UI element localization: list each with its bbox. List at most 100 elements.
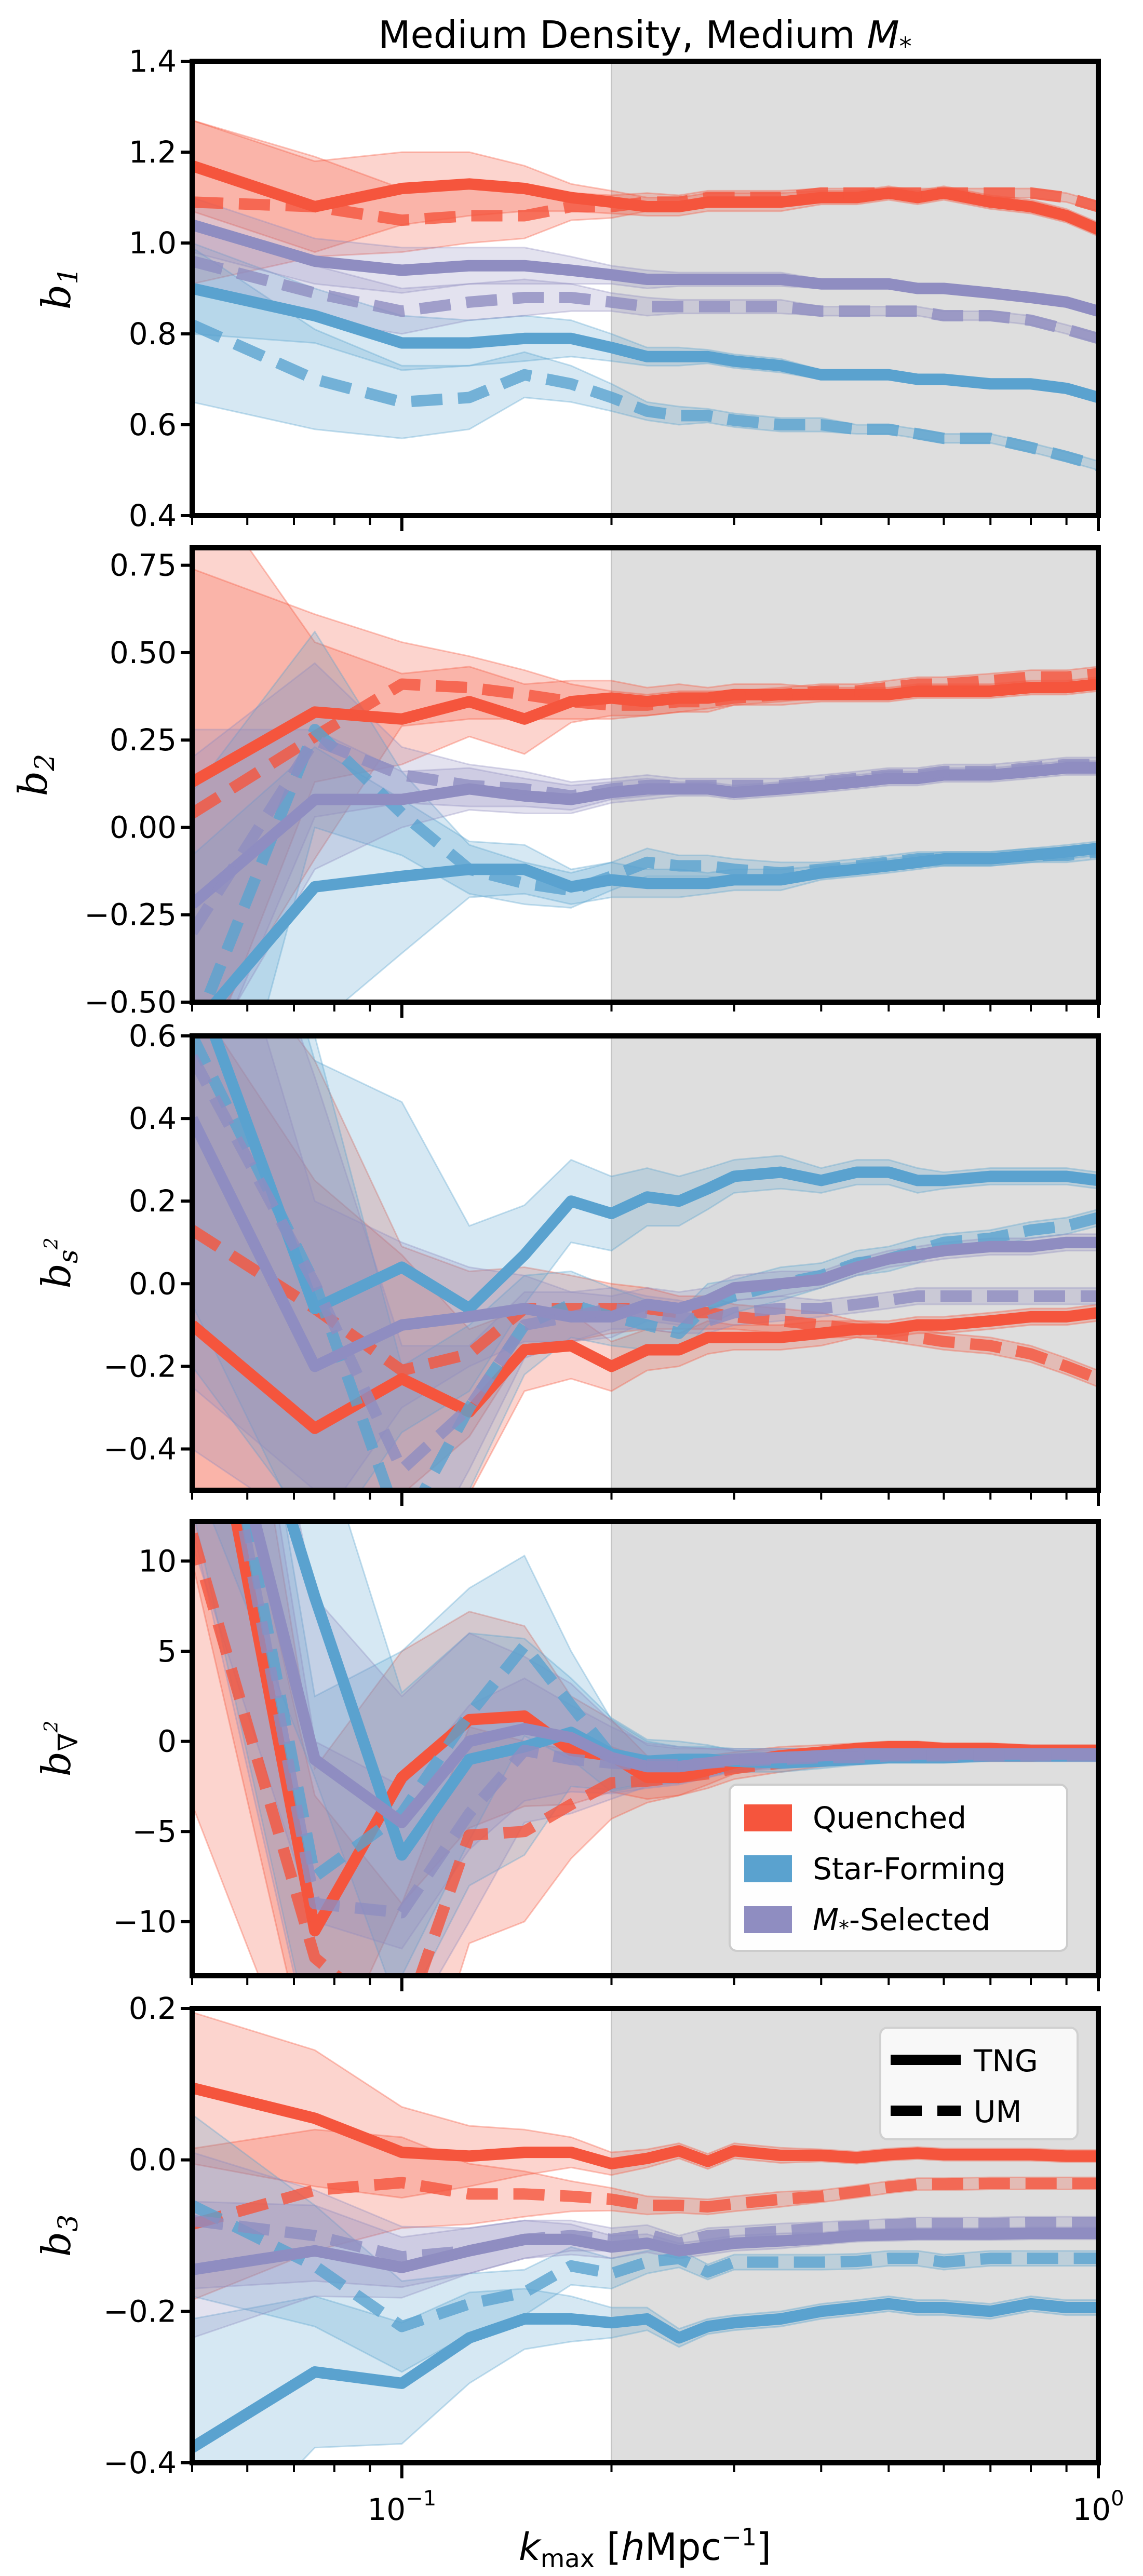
y-label-sub: 3 <box>53 2215 84 2232</box>
series-line-SF-UM <box>192 2200 1098 2332</box>
plot-area <box>192 548 1098 1002</box>
y-tick-label: 0.8 <box>129 316 177 352</box>
y-label-main: b <box>10 771 56 797</box>
y-tick-label: 1.2 <box>129 134 177 170</box>
y-tick-label: 0.25 <box>110 722 177 758</box>
y-axis-label: bs2 <box>33 1237 84 1288</box>
y-label-main: b <box>33 285 79 310</box>
y-tick-label: −0.2 <box>103 2294 177 2329</box>
y-tick-label: 1.4 <box>129 44 177 79</box>
panel-3: −0.4 −0.2 0.0 0.2 0.4 0.6 bs2 <box>33 1018 1101 1506</box>
error-band-SF-TNG <box>192 242 1098 403</box>
error-band-SF-TNG <box>192 746 1098 1002</box>
y-tick-label: −0.50 <box>84 984 177 1020</box>
y-label-sub: 1 <box>53 267 84 285</box>
y-label-sup: 2 <box>41 1237 62 1250</box>
y-label-sub: s <box>53 1249 84 1263</box>
y-tick-label: −10 <box>113 1904 177 1939</box>
y-tick-label: 0 <box>157 1724 177 1759</box>
chart-title: Medium Density, Medium M* <box>378 13 911 61</box>
y-tick-label: 0.4 <box>129 1101 177 1136</box>
error-band-Q-UM <box>192 1036 1098 1490</box>
y-tick-label: 10 <box>138 1543 177 1579</box>
y-tick-label: 0.6 <box>129 1018 177 1054</box>
legend-label-tng: TNG <box>973 2043 1038 2079</box>
error-band-SF-TNG <box>192 2288 1098 2463</box>
error-band-Q-TNG <box>192 119 1098 253</box>
y-tick-label: −0.25 <box>84 897 177 933</box>
error-band-SF-UM <box>192 246 1098 471</box>
y-label-sub: ∇ <box>53 1732 84 1751</box>
error-band-Q-UM <box>192 568 1098 1002</box>
legend-swatch-MS <box>744 1906 792 1933</box>
y-tick-label: 0.0 <box>129 1266 177 1301</box>
axes-frame <box>190 59 1101 518</box>
y-label-sub: 2 <box>30 754 61 772</box>
error-band-Q-TNG <box>192 548 1098 1002</box>
error-band-SF-UM <box>192 630 1098 1002</box>
axes-frame <box>190 2006 1101 2465</box>
error-band-MS-TNG <box>192 1521 1098 1950</box>
error-band-MS-UM <box>192 1521 1098 1976</box>
y-tick-label: 0.0 <box>129 2142 177 2178</box>
axes-frame <box>190 1519 1101 1978</box>
plot-area <box>192 119 1098 471</box>
legend-label-Q: Quenched <box>813 1800 966 1836</box>
x-tick-label: 10−1 <box>367 2487 436 2527</box>
legend-box <box>729 1784 1068 1952</box>
legend-swatch-SF <box>744 1855 792 1882</box>
y-tick-label: 0.50 <box>110 635 177 670</box>
y-axis-label: b2 <box>10 754 61 797</box>
y-axis-label: b3 <box>33 2215 84 2257</box>
series-line-Q-UM <box>192 1225 1098 1384</box>
axes-frame <box>190 545 1101 1005</box>
series-line-MS-UM <box>236 1521 1098 1919</box>
plot-area <box>192 1036 1098 1490</box>
y-tick-label: 0.75 <box>110 548 177 583</box>
error-band-MS-UM <box>192 1036 1098 1490</box>
panel-2: −0.50 −0.25 0.00 0.25 0.50 0.75 b2 <box>10 545 1101 1020</box>
y-tick-label: −0.2 <box>103 1348 177 1384</box>
panel-4: −10 −5 0 5 10 b∇2 <box>33 1519 1101 1991</box>
y-tick-label: 0.6 <box>129 407 177 442</box>
y-tick-label: 0.2 <box>129 1183 177 1219</box>
y-tick-label: −0.4 <box>103 1431 177 1466</box>
y-axis-label: b∇2 <box>33 1721 84 1777</box>
series-line-MS-UM <box>192 255 1098 344</box>
legend-swatch-Q <box>744 1804 792 1831</box>
y-tick-label: 0.4 <box>129 498 177 533</box>
legend-label-um: UM <box>974 2094 1022 2129</box>
y-tick-label: 5 <box>157 1634 177 1669</box>
y-tick-label: 0.2 <box>129 1991 177 2026</box>
y-tick-label: −5 <box>132 1814 177 1849</box>
legend-label-SF: Star-Forming <box>813 1851 1006 1886</box>
error-band-MS-UM <box>192 228 1098 344</box>
population-legend: Quenched Star-Forming M*-Selected <box>729 1784 1068 1952</box>
error-band-SF-UM <box>194 1521 1098 1976</box>
axes-frame <box>190 1033 1101 1493</box>
y-label-main: b <box>33 2232 79 2257</box>
error-band-SF-UM <box>192 2113 1098 2373</box>
series-line-MS-UM <box>192 2215 1098 2263</box>
error-band-MS-UM <box>192 662 1098 1002</box>
error-band-Q-UM <box>192 2128 1098 2301</box>
x-axis-label: kmax [hMpc−1] <box>519 2523 771 2573</box>
y-label-sup: 2 <box>41 1721 62 1733</box>
legend-label-MS: M*-Selected <box>813 1902 990 1940</box>
series-line-Q-UM <box>192 2177 1098 2230</box>
x-tick-label: 100 <box>1072 2487 1124 2527</box>
y-axis-label: b1 <box>33 267 84 310</box>
error-band-SF-TNG <box>192 1036 1098 1490</box>
panel-5: −0.4 −0.2 0.0 0.2 b3 <box>33 1991 1101 2480</box>
panels: 0.40.60.81.01.21.4b1−0.50−0.250.000.250.… <box>10 44 1124 2527</box>
y-label-main: b <box>33 1751 79 1777</box>
y-tick-label: 0.00 <box>110 810 177 845</box>
style-legend: TNG UM <box>879 2027 1079 2140</box>
y-label-main: b <box>33 1263 79 1289</box>
plot-area <box>192 1521 1098 1976</box>
error-band-MS-TNG <box>192 1036 1098 1490</box>
plot-area <box>192 2011 1098 2463</box>
panel-1: 0.4 0.6 0.8 1.0 1.2 1.4 b1 <box>33 44 1101 533</box>
y-tick-label: 1.0 <box>129 225 177 261</box>
